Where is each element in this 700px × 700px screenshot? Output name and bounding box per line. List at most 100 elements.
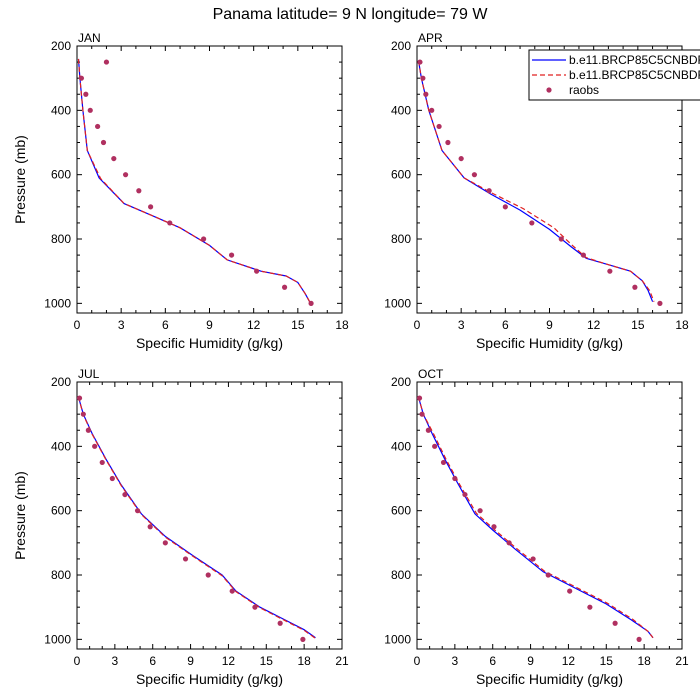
y-tick-label: 800 [51,232,71,246]
series-model-dashed-line [417,396,654,639]
raobs-point [419,411,425,417]
x-tick-label: 3 [458,318,465,332]
y-tick-label: 1000 [384,296,411,310]
series-raobs-points [76,395,306,642]
x-axis-label: Specific Humidity (g/kg) [136,671,283,687]
raobs-point [148,204,154,210]
x-tick-label: 6 [149,654,156,668]
raobs-point [182,556,189,562]
raobs-point [440,459,447,466]
y-tick-label: 400 [51,439,71,453]
raobs-point [308,300,314,306]
x-tick-label: 9 [187,654,194,668]
raobs-point [491,524,497,530]
y-tick-label: 600 [51,168,71,182]
raobs-point [252,604,258,610]
raobs-point [254,268,260,274]
y-tick-label: 200 [391,39,411,53]
raobs-point [423,91,429,97]
plot-frame [416,381,683,650]
raobs-point [134,508,141,514]
x-tick-label: 18 [335,318,349,332]
y-tick-label: 400 [391,103,411,117]
raobs-point [636,636,642,642]
x-axis-label: Specific Humidity (g/kg) [476,671,623,687]
raobs-point [229,588,235,594]
series-model-solid-line [417,396,654,639]
raobs-point [612,620,618,626]
raobs-point [99,459,105,466]
x-tick-label: 0 [74,318,81,332]
raobs-point [502,204,508,210]
raobs-point [103,59,110,65]
raobs-point [545,572,551,578]
x-tick-label: 0 [414,318,421,332]
raobs-point [228,252,235,258]
y-tick-label: 600 [391,504,411,518]
raobs-point [530,556,536,562]
figure-title: Panama latitude= 9 N longitude= 79 W [213,6,489,23]
legend-label: raobs [569,83,599,97]
x-tick-label: 15 [260,654,274,668]
raobs-point [462,491,468,498]
raobs-point [76,395,83,401]
raobs-point [201,236,207,242]
raobs-point [558,236,564,242]
raobs-point [92,443,98,449]
legend: b.e11.BRCP85C5CNBDRD.f09_g16.001b.e11.BR… [528,49,700,101]
raobs-point [417,59,423,65]
y-tick-label: 800 [391,232,411,246]
x-tick-label: 12 [562,654,576,668]
panel-label: OCT [418,367,444,381]
x-tick-label: 15 [291,318,305,332]
x-tick-label: 15 [600,654,614,668]
y-tick-label: 800 [391,568,411,582]
x-tick-label: 18 [637,654,651,668]
legend-label: b.e11.BRCP85C5CNBDRD.f09_g16.001 [569,68,700,82]
series-raobs-points [416,395,642,642]
raobs-point [87,107,93,113]
x-tick-label: 9 [206,318,213,332]
x-tick-label: 18 [675,318,689,332]
panel-jul: JUL 0 3 6 9 12 15 18 21 200 400 600 800 1000 Specific … [12,367,349,687]
raobs-point [477,508,483,514]
raobs-point [205,572,211,578]
panel-label: JAN [78,31,101,45]
raobs-point [429,107,435,113]
y-tick-label: 200 [51,39,71,53]
y-tick-label: 400 [51,103,71,117]
raobs-point [111,155,117,162]
raobs-point [486,188,492,194]
x-tick-label: 6 [502,318,509,332]
raobs-point [281,284,288,290]
raobs-point [416,395,423,401]
x-tick-label: 6 [489,654,496,668]
x-tick-label: 3 [112,654,119,668]
raobs-point [506,540,512,546]
raobs-point [580,252,586,258]
y-tick-label: 1000 [44,632,71,646]
raobs-point [587,604,593,610]
raobs-point [657,300,663,306]
y-tick-label: 200 [51,375,71,389]
x-tick-label: 0 [414,654,421,668]
raobs-point [529,220,535,226]
y-tick-label: 400 [391,439,411,453]
raobs-point [567,588,573,594]
raobs-point [95,123,101,130]
x-tick-label: 18 [297,654,311,668]
raobs-point [432,443,438,449]
raobs-point [458,155,464,162]
series-model-dashed-line [77,396,316,639]
x-tick-label: 21 [335,654,349,668]
panel-oct: OCT 0 3 6 9 12 15 18 21 200 400 600 800 1000 Specific … [384,367,689,687]
panel-jan: JAN 0 3 6 9 12 15 18 200 400 600 800 1000 Specific Hu… [12,31,349,351]
y-axis-label: Pressure (mb) [12,135,28,224]
x-tick-label: 6 [162,318,169,332]
x-tick-label: 21 [675,654,689,668]
x-tick-label: 12 [587,318,601,332]
raobs-point [425,427,431,433]
x-axis-label: Specific Humidity (g/kg) [136,335,283,351]
raobs-point [162,540,168,546]
raobs-point [471,172,478,178]
